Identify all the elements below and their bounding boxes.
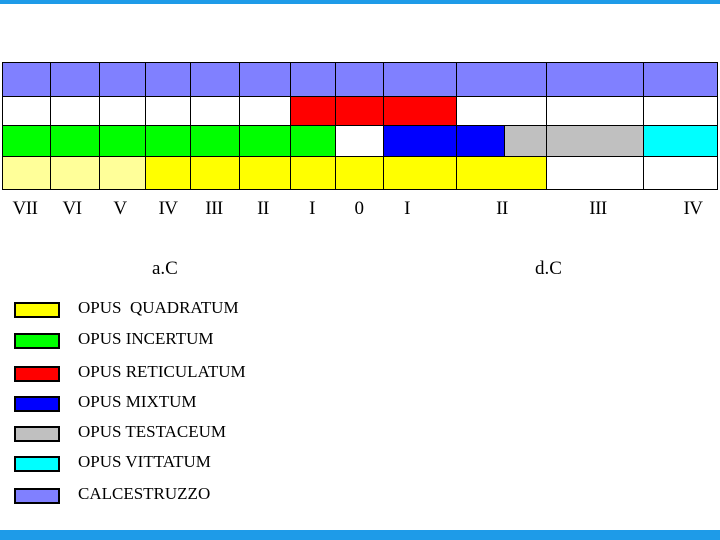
bottom-accent-bar: [0, 530, 720, 540]
timeline-cell-calcestruzzo-zero: [335, 62, 384, 97]
timeline-cell-incertum-iv-bc: [145, 125, 191, 157]
timeline-cell-calcestruzzo-ii-bc: [239, 62, 291, 97]
timeline-cell-incertum-ii-bc: [239, 125, 291, 157]
timeline-cell-calcestruzzo-vii-bc: [2, 62, 51, 97]
legend-label-quadratum: OPUS QUADRATUM: [78, 298, 239, 317]
legend-label-incertum: OPUS INCERTUM: [78, 329, 214, 348]
timeline-cell-calcestruzzo-iv-ad: [643, 62, 718, 97]
century-label-zero: 0: [354, 198, 365, 219]
timeline-cell-quadratum-v-bc: [99, 156, 146, 190]
century-label-vi-bc: VI: [62, 198, 82, 219]
century-label-ii-bc: II: [257, 198, 269, 219]
timeline-cell-quadratum-iii-ad: [546, 156, 644, 190]
century-label-iii-ad: III: [589, 198, 607, 219]
timeline-cell-incertum-iii-ad: [546, 125, 644, 157]
timeline-cell-quadratum-iv-ad: [643, 156, 718, 190]
timeline-cell-incertum-i-bc: [290, 125, 336, 157]
timeline-cell-calcestruzzo-iv-bc: [145, 62, 191, 97]
century-label-vii-bc: VII: [12, 198, 38, 219]
century-label-iv-ad: IV: [683, 198, 703, 219]
century-label-ii-ad: II: [496, 198, 508, 219]
legend-swatch-testaceum: [14, 426, 60, 442]
timeline-cell-reticulatum-iv-bc: [145, 96, 191, 126]
legend-swatch-calcestruzzo: [14, 488, 60, 504]
timeline-cell-calcestruzzo-ii-ad: [456, 62, 547, 97]
century-label-v-bc: V: [113, 198, 127, 219]
timeline-cell-calcestruzzo-iii-bc: [190, 62, 240, 97]
legend-swatch-mixtum: [14, 396, 60, 412]
timeline-cell-incertum-v-bc: [99, 125, 146, 157]
timeline-cell-calcestruzzo-iii-ad: [546, 62, 644, 97]
timeline-cell-reticulatum-iii-ad: [546, 96, 644, 126]
legend-label-reticulatum: OPUS RETICULATUM: [78, 362, 246, 381]
timeline-cell-quadratum-iv-bc: [145, 156, 191, 190]
timeline-cell-incertum-vii-bc: [2, 125, 51, 157]
era-label-ad: d.C: [535, 258, 562, 279]
timeline-cell-reticulatum-iv-ad: [643, 96, 718, 126]
century-label-iii-bc: III: [205, 198, 223, 219]
timeline-cell-reticulatum-ii-bc: [239, 96, 291, 126]
timeline-cell-incertum-iii-bc: [190, 125, 240, 157]
timeline-cell-quadratum-i-bc: [290, 156, 336, 190]
timeline-cell-quadratum-vii-bc: [2, 156, 51, 190]
legend-label-vittatum: OPUS VITTATUM: [78, 452, 211, 471]
century-label-iv-bc: IV: [158, 198, 178, 219]
timeline-cell-quadratum-zero: [335, 156, 384, 190]
timeline-cell-calcestruzzo-i-ad: [383, 62, 457, 97]
timeline-cell-reticulatum-vii-bc: [2, 96, 51, 126]
timeline-cell-reticulatum-iii-bc: [190, 96, 240, 126]
timeline-cell-quadratum-ii-bc: [239, 156, 291, 190]
timeline-cell-reticulatum-i-bc: [290, 96, 336, 126]
timeline-cell-reticulatum-ii-ad: [456, 96, 547, 126]
legend-swatch-reticulatum: [14, 366, 60, 382]
timeline-cell-calcestruzzo-i-bc: [290, 62, 336, 97]
timeline-cell-quadratum-vi-bc: [50, 156, 100, 190]
timeline-cell-reticulatum-i-ad: [383, 96, 457, 126]
timeline-cell-reticulatum-vi-bc: [50, 96, 100, 126]
timeline-cell-calcestruzzo-vi-bc: [50, 62, 100, 97]
legend-label-calcestruzzo: CALCESTRUZZO: [78, 484, 211, 503]
century-label-i-ad: I: [404, 198, 410, 219]
legend-swatch-incertum: [14, 333, 60, 349]
legend-swatch-quadratum: [14, 302, 60, 318]
timeline-cell-incertum-vi-bc: [50, 125, 100, 157]
century-label-i-bc: I: [309, 198, 315, 219]
timeline-cell-incertum-i-ad: [383, 125, 457, 157]
top-accent-bar: [0, 0, 720, 4]
legend-label-testaceum: OPUS TESTACEUM: [78, 422, 227, 441]
timeline-cell-calcestruzzo-v-bc: [99, 62, 146, 97]
timeline-cell-reticulatum-v-bc: [99, 96, 146, 126]
timeline-cell-quadratum-iii-bc: [190, 156, 240, 190]
legend-label-mixtum: OPUS MIXTUM: [78, 392, 197, 411]
legend-swatch-vittatum: [14, 456, 60, 472]
timeline-cell-incertum-ii-ad-1: [456, 125, 505, 157]
timeline-cell-incertum-ii-ad-2: [504, 125, 547, 157]
timeline-cell-quadratum-i-ad: [383, 156, 457, 190]
timeline-cell-incertum-zero: [335, 125, 384, 157]
era-label-bc: a.C: [152, 258, 178, 279]
timeline-cell-incertum-iv-ad: [643, 125, 718, 157]
timeline-cell-quadratum-ii-ad: [456, 156, 547, 190]
timeline-cell-reticulatum-zero: [335, 96, 384, 126]
